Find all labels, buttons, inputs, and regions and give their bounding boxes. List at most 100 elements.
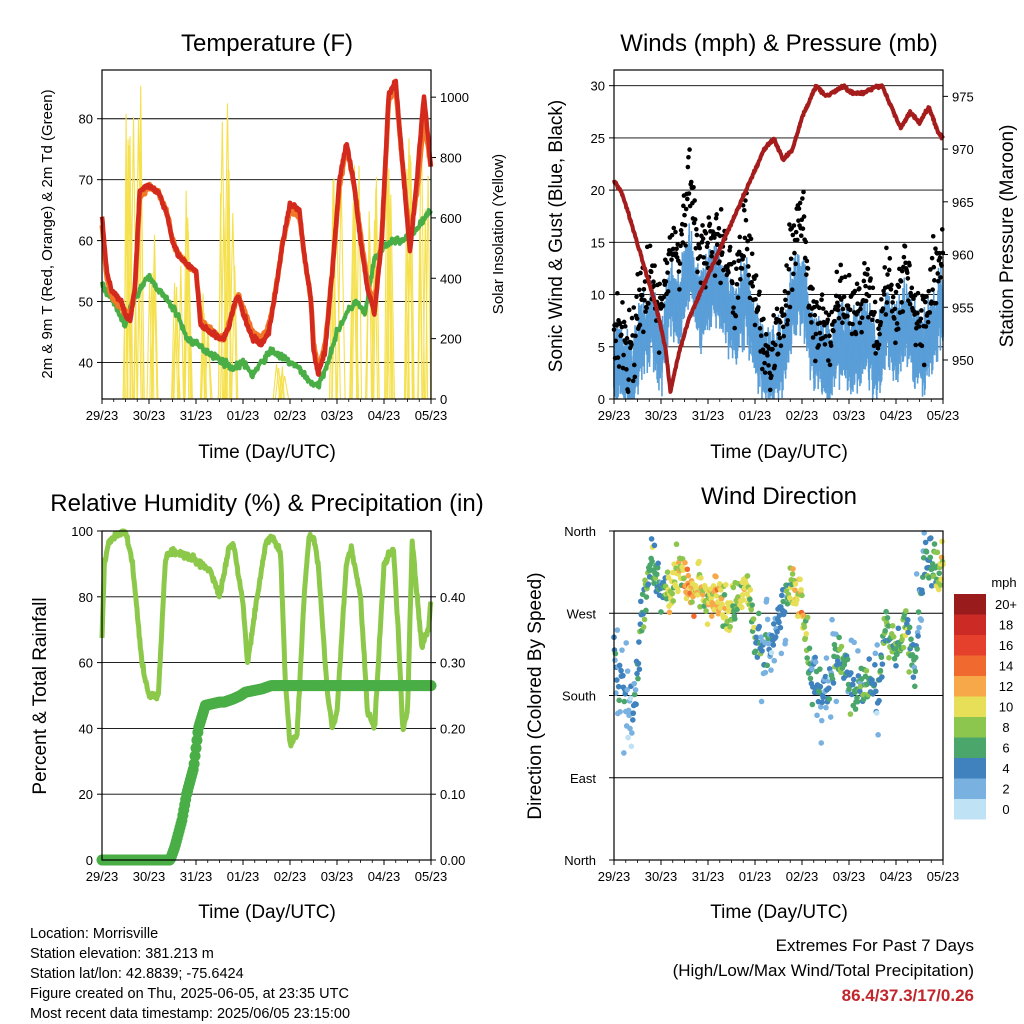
gust-point (617, 320, 623, 326)
gust-point (626, 307, 632, 313)
direction-point (776, 612, 783, 619)
gust-point (915, 310, 920, 316)
gust-point (807, 312, 813, 318)
legend-swatch (954, 737, 986, 758)
direction-point (866, 656, 873, 662)
direction-point (770, 642, 777, 648)
direction-point (797, 576, 803, 583)
gust-point (801, 189, 806, 195)
direction-point (694, 592, 701, 598)
solar-insolation-line (203, 335, 213, 400)
gust-point (876, 326, 881, 332)
direction-point (818, 704, 824, 710)
rh-line (99, 528, 434, 749)
info-location: Location: Morrisville (30, 926, 159, 942)
gust-point (741, 207, 747, 213)
gust-point (778, 343, 784, 349)
direction-point (935, 586, 942, 593)
gust-point (680, 240, 686, 245)
direction-point (804, 614, 811, 621)
gust-point (771, 313, 776, 318)
gust-point (814, 299, 819, 305)
gust-point (742, 235, 748, 241)
y-tick-label: 70 (79, 173, 93, 188)
gust-point (858, 306, 863, 312)
x-tick-label: 01/23 (739, 869, 772, 884)
gust-point (865, 266, 871, 272)
y-tick-label: North (564, 853, 596, 868)
direction-point (753, 634, 760, 641)
direction-point (616, 697, 622, 704)
direction-point (893, 662, 899, 669)
legend-swatch (954, 655, 986, 676)
gust-point (778, 319, 783, 325)
gust-point (714, 212, 719, 217)
info-elevation: Station elevation: 381.213 m (30, 946, 214, 962)
solar-insolation-line (364, 227, 375, 400)
gust-point (726, 270, 731, 275)
gust-point (691, 184, 696, 190)
legend-swatch (954, 717, 986, 738)
solar-insolation-line (177, 265, 185, 400)
direction-point (873, 710, 880, 716)
gust-point (704, 261, 709, 266)
gust-point (831, 328, 836, 334)
direction-point (631, 691, 638, 698)
direction-point (849, 681, 856, 688)
legend-swatch (954, 799, 986, 820)
legend-swatch (954, 676, 986, 697)
gust-point (835, 307, 841, 313)
gust-point (832, 318, 837, 324)
direction-point (905, 629, 912, 636)
gust-point (937, 250, 942, 256)
gust-point (804, 258, 810, 264)
legend-label: 8 (1002, 720, 1009, 735)
gust-point (923, 324, 929, 329)
direction-point (698, 575, 704, 581)
solar-insolation-line (231, 265, 239, 400)
gust-point (909, 285, 915, 291)
direction-panel: Wind Direction Time (Day/UTC) Direction … (525, 483, 1017, 923)
direction-point (778, 650, 785, 657)
y-tick-label: 0 (598, 392, 605, 407)
direction-point (803, 631, 810, 637)
x-tick-label: 02/23 (786, 408, 819, 423)
gust-point (685, 196, 690, 202)
direction-point (826, 696, 833, 702)
x-tick-label: 29/23 (86, 869, 119, 884)
x-tick-label: 30/23 (645, 408, 678, 423)
y-tick-label: 30 (591, 79, 605, 94)
winds-ylabel: Sonic Wind & Gust (Blue, Black) (546, 100, 567, 372)
gust-point (756, 305, 761, 310)
gust-point (713, 215, 719, 221)
direction-point (789, 571, 796, 577)
dewpoint-line (100, 208, 433, 390)
x-tick-label: 04/23 (880, 408, 913, 423)
gust-point (828, 343, 834, 348)
gust-point (861, 278, 867, 284)
plot-frame (101, 530, 432, 861)
gust-point (727, 244, 733, 250)
direction-point (799, 592, 805, 599)
gust-point (621, 352, 626, 358)
direction-point (912, 683, 918, 690)
direction-point (823, 655, 830, 661)
gust-point (758, 333, 764, 339)
gust-point (637, 287, 642, 293)
x-tick-label: 05/23 (415, 408, 448, 423)
direction-point (635, 660, 642, 667)
gust-point (629, 342, 634, 347)
legend-label: 2 (1002, 782, 1009, 797)
gust-point (875, 346, 881, 351)
direction-point (721, 592, 728, 598)
gust-point (925, 319, 931, 325)
x-tick-label: 05/23 (927, 408, 960, 423)
direction-point (914, 646, 920, 652)
y-tick-label: West (567, 606, 597, 621)
gust-point (631, 305, 637, 310)
solar-insolation-line (173, 286, 180, 400)
gust-point (634, 294, 639, 300)
direction-point (641, 616, 648, 623)
direction-point (915, 633, 921, 639)
direction-point (863, 667, 870, 674)
